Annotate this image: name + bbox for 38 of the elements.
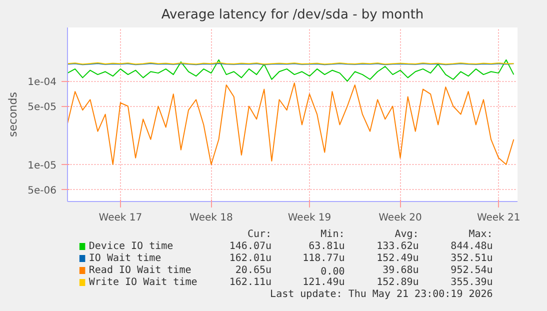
legend-label: Read IO Wait time: [88, 265, 192, 276]
text: 133.62u: [376, 241, 419, 252]
text: Last update: Thu May 21 23:00:19 2026: [270, 289, 493, 300]
x-tick-label: Week 21: [476, 212, 520, 224]
y-tick-label: 5e-05: [28, 102, 57, 114]
x-tick-label: Week 18: [190, 212, 233, 224]
x-tick-label: Week 17: [98, 212, 142, 224]
x-tick-label: Week 20: [378, 212, 422, 224]
text: 0.00: [320, 266, 345, 278]
text: 355.39u: [450, 277, 493, 288]
line-series: [68, 82, 514, 166]
text: 952.54u: [450, 265, 493, 276]
text: 844.48u: [450, 241, 493, 252]
text: 39.68u: [382, 265, 419, 276]
text: Max:: [468, 229, 493, 240]
legend-label: Write IO Wait time: [88, 277, 198, 288]
text: 63.81u: [308, 241, 345, 252]
y-tick-label: 1e-04: [28, 77, 57, 88]
text: 152.89u: [376, 277, 419, 288]
text: 152.49u: [376, 253, 419, 264]
text: 352.51u: [450, 253, 493, 264]
text: 146.07u: [229, 241, 272, 252]
text: Cur:: [247, 229, 272, 240]
line-series: [68, 59, 514, 82]
y-axis-title: seconds: [6, 92, 20, 137]
text: 162.01u: [229, 253, 272, 264]
legend-label: Device IO time: [88, 241, 174, 252]
text: 121.49u: [302, 277, 345, 288]
y-tick-label: 1e-05: [28, 160, 57, 172]
text: Avg:: [394, 229, 419, 240]
text: 20.65u: [235, 265, 272, 276]
text: Min:: [320, 229, 345, 240]
legend-label: IO Wait time: [88, 253, 162, 264]
x-tick-label: Week 19: [288, 212, 332, 224]
y-tick-label: 5e-06: [28, 186, 57, 197]
chart-title: Average latency for /dev/sda - by month: [161, 8, 424, 22]
text: 162.11u: [229, 277, 272, 288]
text: 118.77u: [302, 253, 345, 264]
